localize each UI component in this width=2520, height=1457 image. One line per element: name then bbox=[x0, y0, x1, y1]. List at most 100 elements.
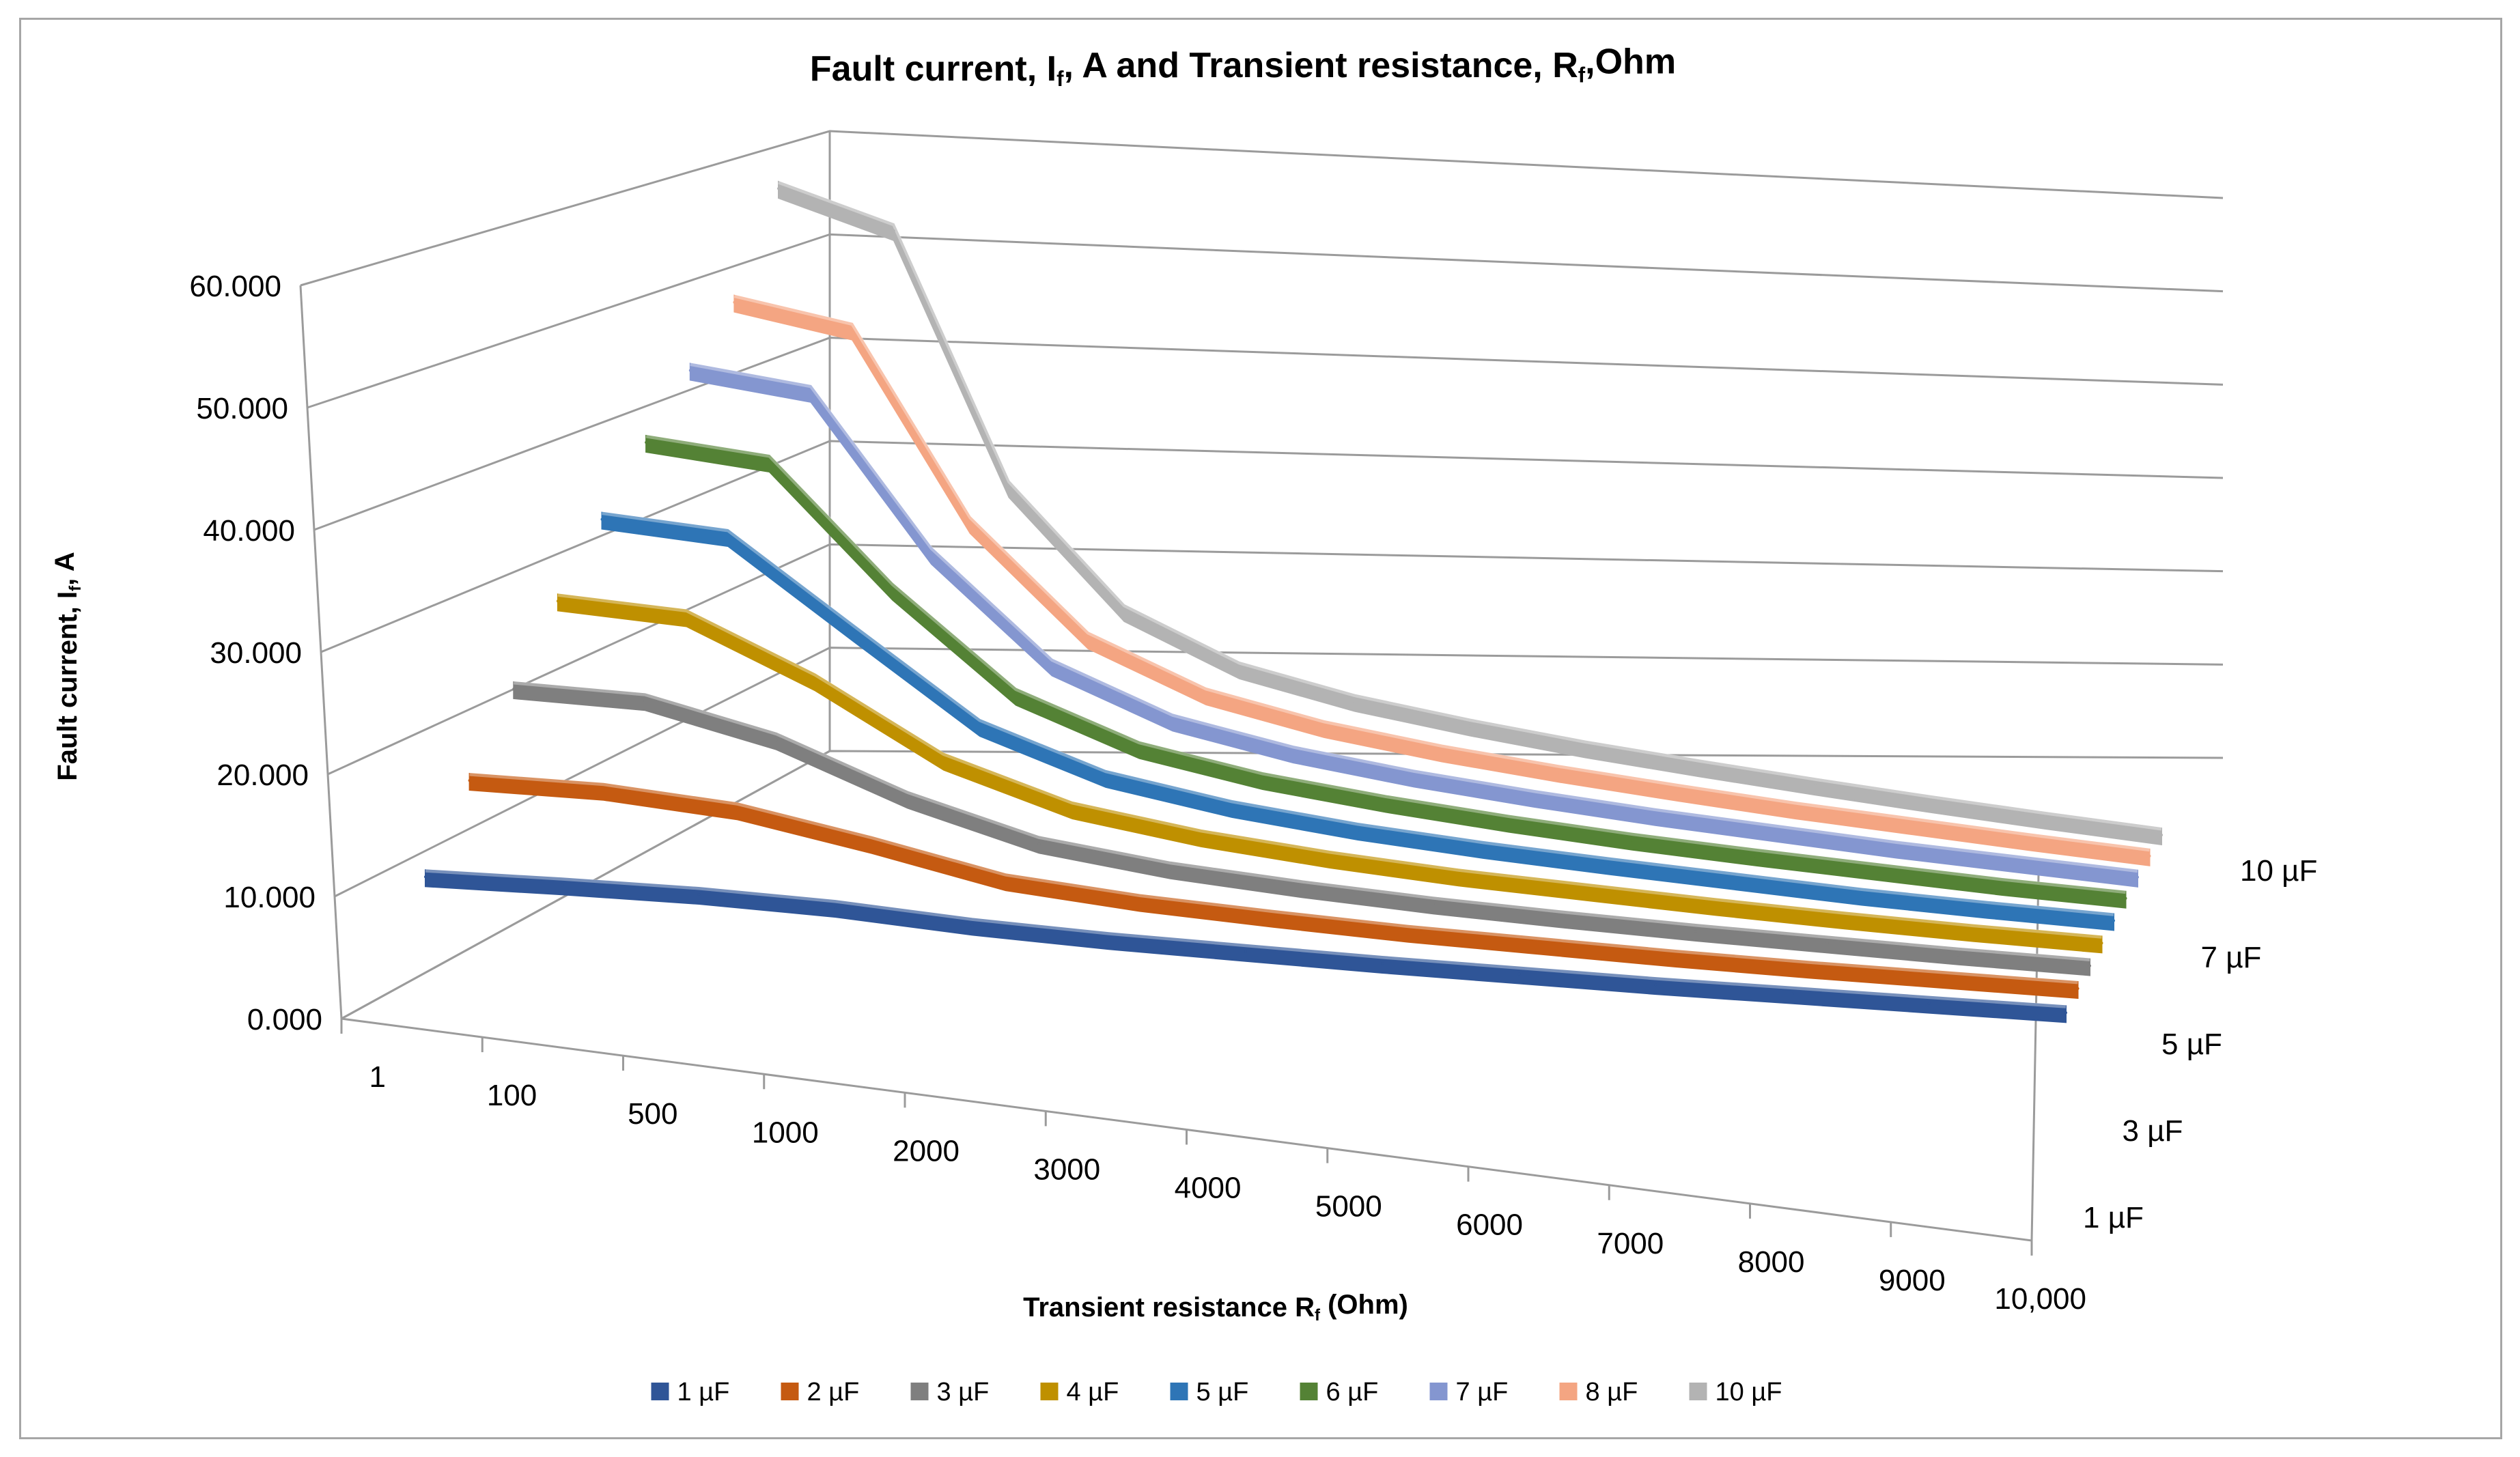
data-point bbox=[834, 906, 837, 909]
data-point bbox=[1714, 904, 1718, 907]
series-10f bbox=[777, 180, 2163, 846]
data-point bbox=[1406, 931, 1410, 934]
data-point bbox=[1808, 967, 1811, 970]
chart-frame bbox=[19, 18, 2502, 1439]
data-point bbox=[1942, 977, 1946, 980]
data-point bbox=[1929, 801, 1933, 804]
data-point bbox=[1927, 1002, 1931, 1005]
data-point bbox=[978, 725, 981, 728]
axis-line bbox=[299, 285, 343, 1019]
series-6f bbox=[645, 434, 2127, 909]
data-point bbox=[2160, 834, 2163, 836]
data-point bbox=[556, 599, 559, 603]
series-highlight bbox=[778, 180, 2162, 831]
data-point bbox=[1507, 821, 1511, 824]
data-point bbox=[697, 893, 701, 896]
gridline bbox=[320, 440, 2224, 653]
depth-tick-label: 5 µF bbox=[2161, 1028, 2222, 1061]
series-1f bbox=[424, 868, 2067, 1023]
data-point bbox=[1199, 835, 1203, 838]
data-point bbox=[1791, 992, 1794, 995]
legend-label: 6 µF bbox=[1326, 1378, 1379, 1406]
data-point bbox=[2076, 987, 2080, 990]
series-ribbon bbox=[513, 681, 2090, 976]
y-tick-label: 0.000 bbox=[247, 1003, 322, 1036]
data-point bbox=[1972, 930, 1975, 933]
data-point bbox=[2088, 964, 2091, 967]
data-point bbox=[1653, 814, 1657, 817]
x-tick-label: 10,000 bbox=[1994, 1282, 2086, 1316]
legend-label: 4 µF bbox=[1067, 1378, 1119, 1406]
series-highlight bbox=[733, 294, 2150, 852]
data-point bbox=[1384, 801, 1388, 804]
data-point bbox=[2112, 919, 2115, 922]
data-point bbox=[1138, 900, 1141, 903]
data-point bbox=[1440, 750, 1444, 754]
data-point bbox=[1457, 875, 1460, 878]
data-point bbox=[1586, 889, 1588, 892]
data-point bbox=[424, 875, 427, 879]
y-tick-label: 10.000 bbox=[223, 881, 316, 914]
series-2f bbox=[468, 772, 2080, 999]
data-point bbox=[1007, 486, 1011, 490]
data-point bbox=[1261, 778, 1264, 781]
data-point bbox=[891, 589, 895, 592]
legend-label: 7 µF bbox=[1456, 1378, 1509, 1406]
legend-label: 8 µF bbox=[1586, 1378, 1638, 1406]
legend-item: 6 µF bbox=[1300, 1378, 1379, 1406]
x-tick-label: 5000 bbox=[1315, 1190, 1382, 1223]
legend-swatch bbox=[1429, 1383, 1448, 1400]
data-point bbox=[1608, 863, 1612, 866]
data-point bbox=[1674, 956, 1677, 959]
data-point bbox=[1877, 869, 1881, 873]
data-point bbox=[970, 924, 974, 927]
x-tick-label: 1000 bbox=[752, 1116, 819, 1149]
legend: 1 µF 2 µF 3 µF 4 µF 5 µF 6 µF 7 µF 8 µF 10 µF bbox=[651, 1378, 1782, 1406]
data-point bbox=[930, 553, 933, 556]
data-point bbox=[774, 738, 778, 741]
series-5f bbox=[600, 511, 2115, 931]
data-point bbox=[736, 808, 740, 812]
series-highlight bbox=[557, 593, 2102, 939]
data-point bbox=[1322, 726, 1326, 729]
x-tick-label: 2000 bbox=[893, 1134, 960, 1168]
legend-swatch bbox=[651, 1383, 669, 1400]
series-highlight bbox=[469, 772, 2078, 985]
data-point bbox=[870, 842, 873, 845]
gridline bbox=[313, 337, 2224, 531]
legend-item: 7 µF bbox=[1429, 1378, 1509, 1406]
data-point bbox=[561, 883, 564, 887]
data-point bbox=[2045, 818, 2048, 821]
depth-tick-label: 10 µF bbox=[2240, 854, 2317, 888]
data-point bbox=[1631, 838, 1634, 842]
data-point bbox=[1037, 842, 1041, 845]
legend-swatch bbox=[1300, 1383, 1318, 1400]
series-ribbon bbox=[689, 363, 2138, 888]
series-ribbon bbox=[557, 593, 2103, 954]
data-point bbox=[1123, 610, 1126, 613]
data-point bbox=[1860, 894, 1864, 897]
series-ribbon bbox=[645, 434, 2127, 909]
legend-swatch bbox=[1170, 1383, 1188, 1400]
data-point bbox=[2148, 854, 2151, 858]
data-point bbox=[1676, 790, 1679, 793]
data-point bbox=[1699, 765, 1702, 769]
data-point bbox=[1291, 752, 1295, 755]
series-7f bbox=[688, 363, 2139, 888]
data-point bbox=[1894, 847, 1898, 850]
data-point bbox=[1412, 776, 1416, 779]
data-point bbox=[2100, 942, 2103, 945]
data-point bbox=[1774, 830, 1778, 834]
data-point bbox=[1244, 950, 1247, 953]
x-axis-title: Transient resistance Rf (Ohm) bbox=[1023, 1290, 1408, 1325]
legend-label: 10 µF bbox=[1716, 1378, 1782, 1406]
data-point bbox=[809, 391, 813, 394]
data-point bbox=[1356, 829, 1360, 832]
legend-item: 5 µF bbox=[1170, 1378, 1248, 1406]
chart-walls bbox=[299, 130, 2224, 1242]
legend-item: 8 µF bbox=[1559, 1378, 1638, 1406]
data-point bbox=[1843, 918, 1846, 921]
data-point bbox=[1517, 972, 1521, 976]
data-point bbox=[906, 797, 910, 800]
